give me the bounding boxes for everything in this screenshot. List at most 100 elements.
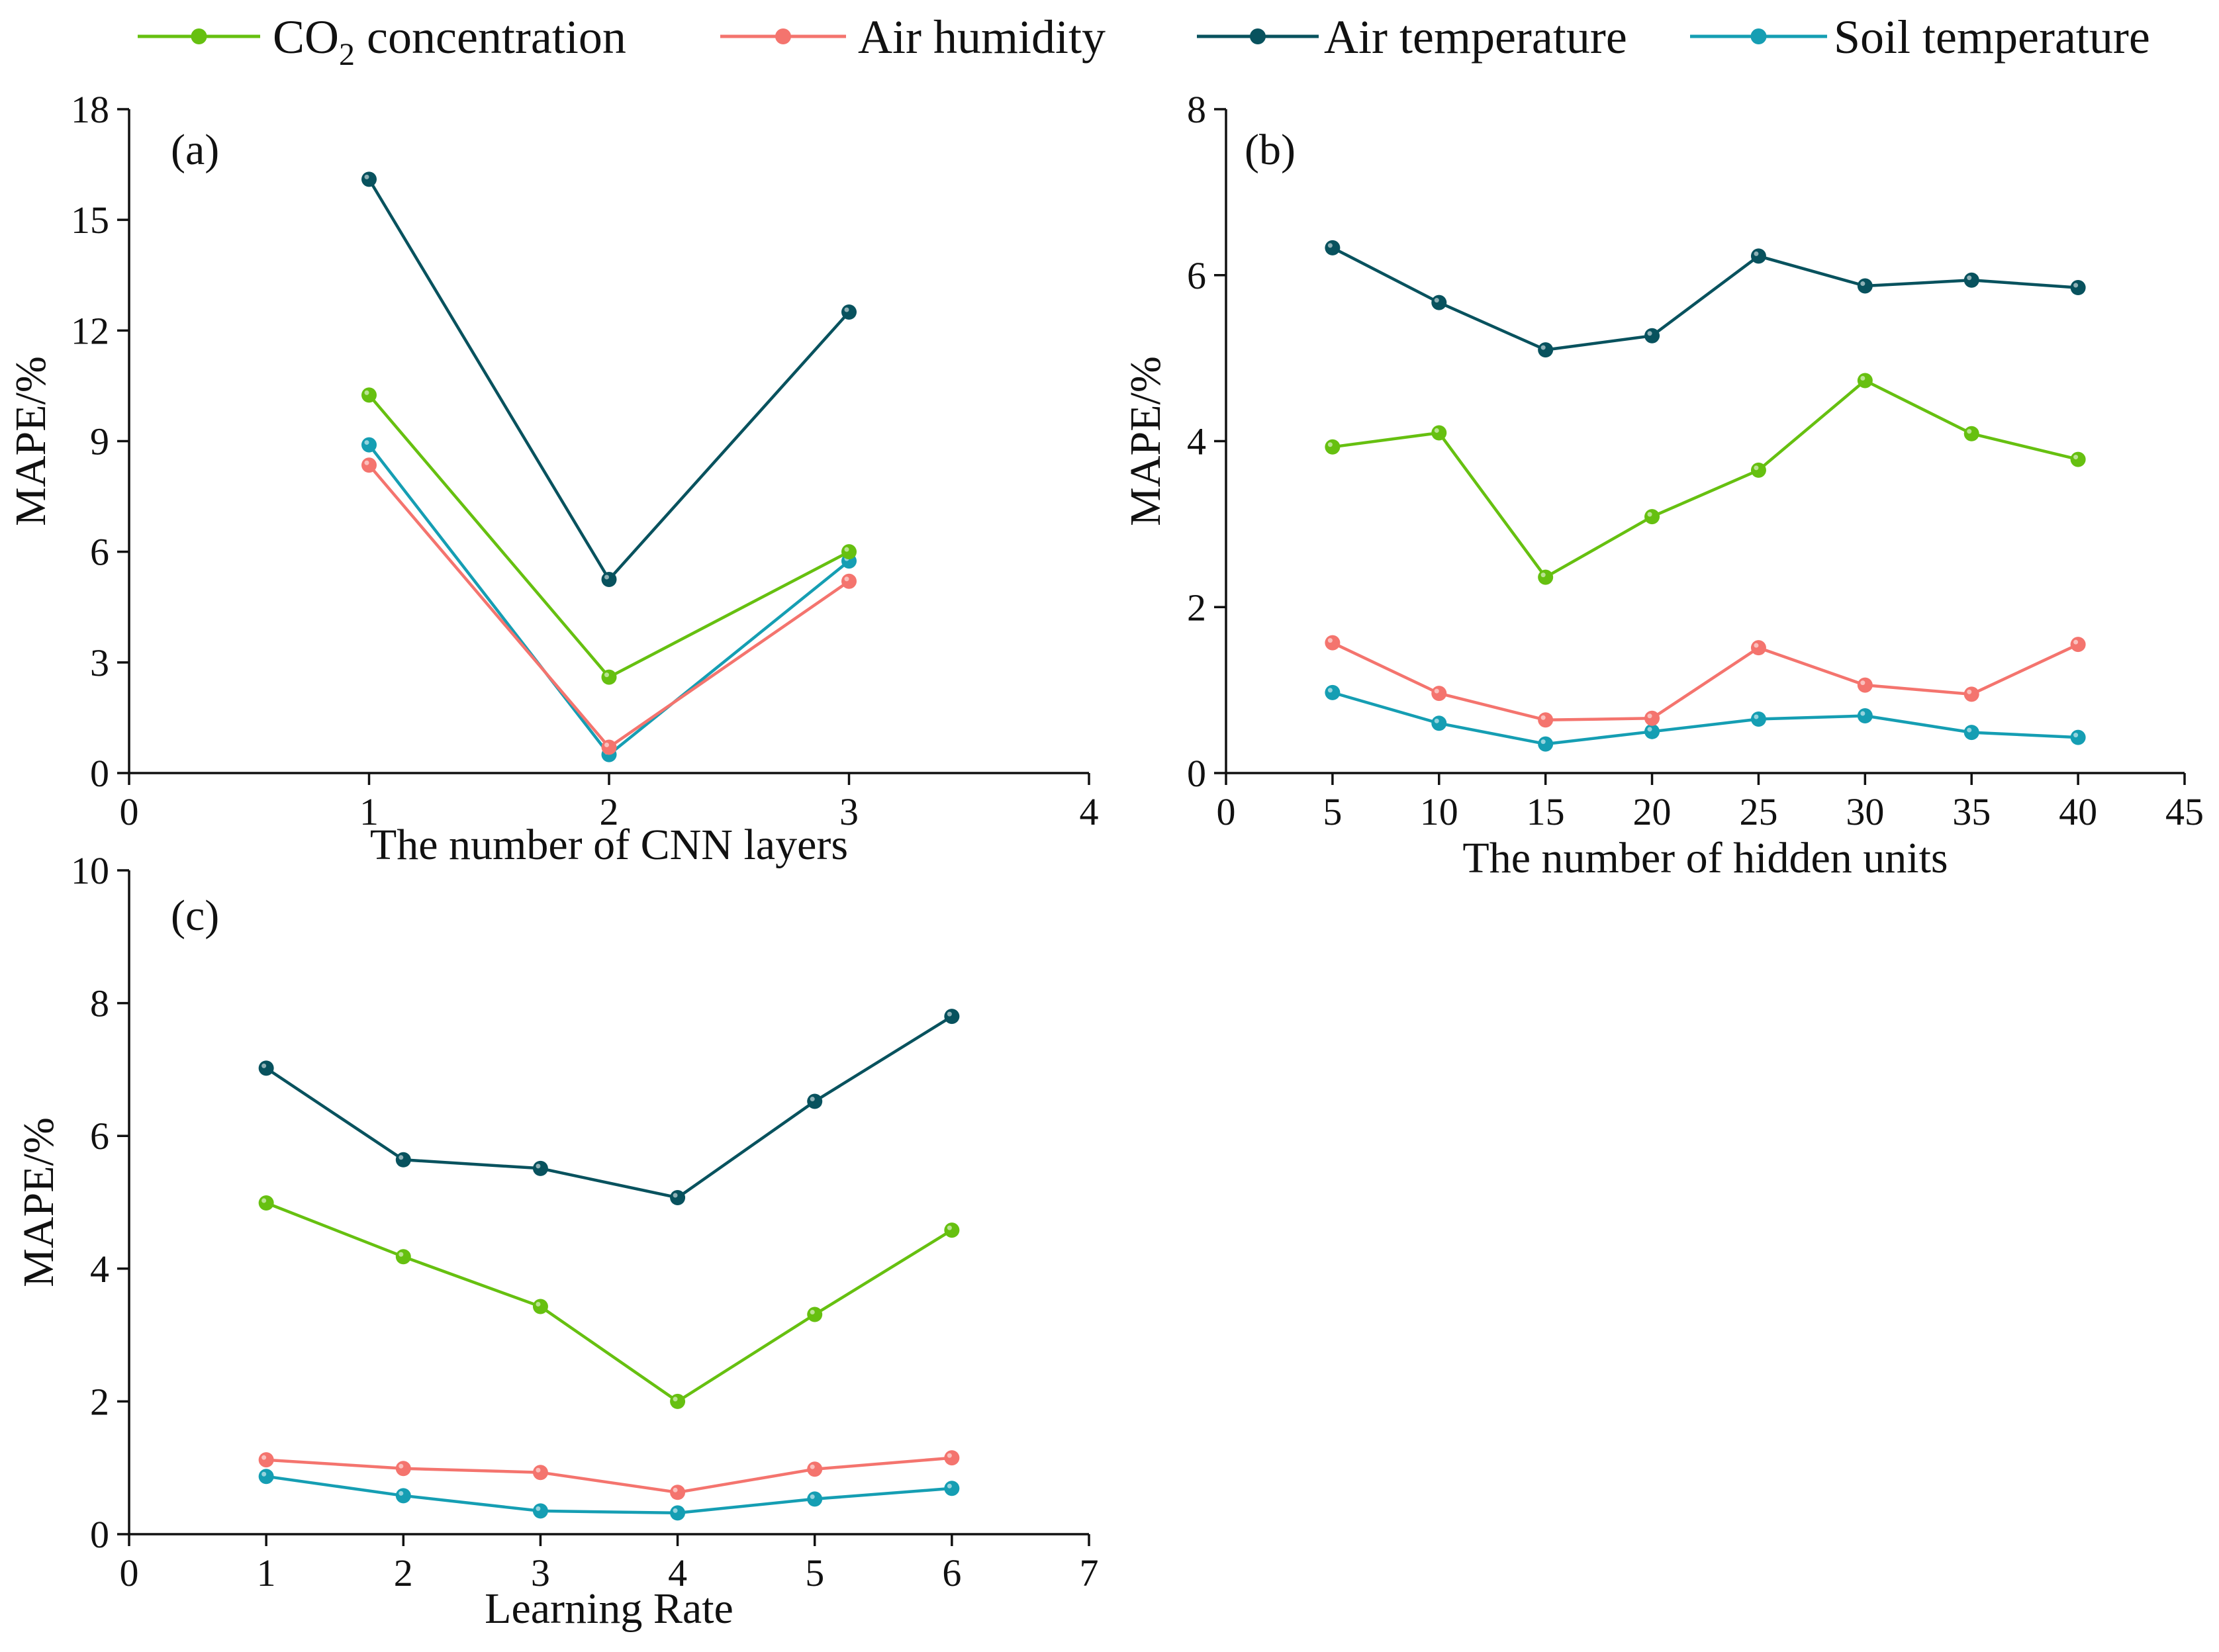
y-tick-label: 0: [90, 752, 109, 795]
data-point-humidity: [1857, 677, 1873, 693]
legend-marker-air_temp: [1250, 28, 1266, 44]
y-tick-label: 6: [90, 1115, 109, 1158]
chart-panel-b: 0 2 4 6 8 0 5 10 15 20 25 30 35 40 45 The number of hid…: [1121, 88, 2204, 882]
series-line-air_temp: [367, 178, 851, 581]
data-point-highlight: [536, 1506, 541, 1511]
data-point-highlight: [261, 1471, 267, 1477]
legend-marker-soil_temp: [1750, 28, 1767, 44]
data-point-highlight: [1434, 718, 1439, 723]
x-tick-label: 3: [839, 790, 859, 833]
data-point-highlight: [364, 460, 369, 465]
data-point-highlight: [1327, 442, 1333, 447]
legend-label-co2: CO2 concentration: [273, 11, 626, 72]
data-point-highlight: [1647, 331, 1652, 336]
x-tick-label: 35: [1952, 790, 1991, 833]
data-point-humidity: [258, 1452, 274, 1468]
data-point-highlight: [673, 1397, 678, 1402]
data-point-co2: [361, 387, 377, 403]
data-point-co2: [1963, 426, 1979, 441]
data-point-highlight: [399, 1463, 404, 1469]
data-point-highlight: [1860, 375, 1865, 381]
data-point-co2: [841, 544, 857, 560]
series-co2-concentration: [258, 1195, 960, 1409]
data-point-highlight: [261, 1063, 267, 1068]
x-tick-label: 40: [2059, 790, 2097, 833]
series-line-humidity: [265, 1456, 953, 1494]
series-line-co2: [1332, 379, 2079, 579]
data-point-highlight: [1967, 429, 1972, 434]
series-line-soil_temp: [1332, 691, 2079, 746]
data-point-highlight: [536, 1164, 541, 1169]
series-air-humidity: [361, 457, 857, 755]
data-point-air_temp: [2070, 280, 2086, 296]
data-point-highlight: [1540, 739, 1546, 745]
data-point-soil_temp: [532, 1503, 548, 1519]
legend-label-text: Air humidity: [858, 11, 1106, 64]
data-point-co2: [670, 1393, 686, 1409]
x-tick-label: 4: [668, 1551, 687, 1594]
x-tick-label: 20: [1633, 790, 1672, 833]
legend-label-rest: concentration: [355, 11, 626, 64]
series-soil-temperature: [361, 437, 857, 762]
data-point-highlight: [1540, 715, 1546, 720]
data-point-highlight: [673, 1193, 678, 1198]
data-point-co2: [532, 1299, 548, 1314]
data-point-humidity: [361, 457, 377, 473]
x-tick-label: 1: [359, 790, 379, 833]
y-tick-label: 8: [90, 982, 109, 1025]
series-air-temperature: [1325, 240, 2086, 358]
data-point-highlight: [1540, 345, 1546, 350]
data-point-highlight: [1754, 465, 1759, 471]
data-point-humidity: [1644, 710, 1660, 726]
data-point-highlight: [1860, 281, 1865, 287]
data-point-highlight: [604, 574, 609, 580]
data-point-air_temp: [1644, 328, 1660, 344]
y-tick-label: 6: [90, 531, 109, 574]
data-point-humidity: [2070, 637, 2086, 653]
data-point-highlight: [399, 1252, 404, 1257]
data-point-highlight: [844, 307, 849, 312]
legend-marker-humidity: [775, 28, 791, 44]
series-line-air_temp: [265, 1015, 953, 1199]
legend: CO2 concentration Air humidity Air tempera…: [138, 11, 2150, 72]
data-point-soil_temp: [1750, 711, 1766, 727]
data-point-highlight: [1434, 298, 1439, 303]
y-tick-label: 10: [71, 849, 109, 892]
data-point-highlight: [536, 1467, 541, 1473]
y-tick-label: 4: [90, 1248, 109, 1291]
y-tick-label: 15: [71, 199, 109, 242]
panel-label: (c): [171, 892, 219, 940]
series-soil-temperature: [258, 1469, 960, 1521]
x-tick-label: 25: [1739, 790, 1777, 833]
data-point-highlight: [1754, 643, 1759, 648]
panel-label: (b): [1245, 126, 1296, 174]
data-point-co2: [1538, 569, 1554, 585]
data-point-co2: [1644, 509, 1660, 525]
legend-label-text: CO: [273, 11, 339, 64]
data-point-humidity: [807, 1461, 823, 1477]
data-point-highlight: [2073, 283, 2079, 288]
data-point-humidity: [1325, 635, 1341, 651]
x-tick-label: 30: [1846, 790, 1884, 833]
data-point-soil_temp: [1963, 725, 1979, 741]
data-point-highlight: [1967, 689, 1972, 694]
data-point-air_temp: [395, 1152, 411, 1168]
y-tick-label: 4: [1187, 420, 1206, 463]
data-point-soil_temp: [2070, 729, 2086, 745]
x-tick-label: 6: [942, 1551, 961, 1594]
data-point-air_temp: [1325, 240, 1341, 255]
data-point-soil_temp: [1644, 723, 1660, 739]
series-soil-temperature: [1325, 684, 2086, 752]
legend-label-soil_temp: Soil temperature: [1834, 11, 2150, 64]
data-point-humidity: [601, 739, 617, 755]
x-tick-label: 5: [805, 1551, 824, 1594]
x-tick-label: 0: [120, 1551, 139, 1594]
x-tick-label: 10: [1420, 790, 1458, 833]
data-point-co2: [395, 1249, 411, 1265]
data-point-soil_temp: [1857, 708, 1873, 723]
x-tick-label: 7: [1080, 1551, 1099, 1594]
y-tick-label: 0: [90, 1513, 109, 1556]
data-point-humidity: [1431, 686, 1447, 702]
